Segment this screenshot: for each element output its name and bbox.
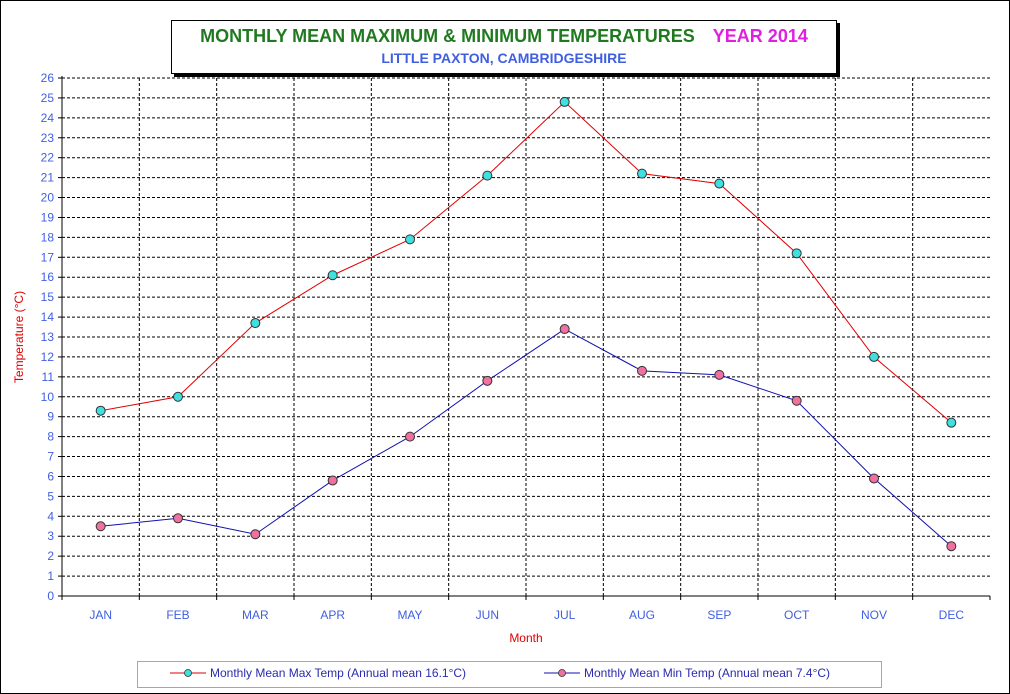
y-tick-label: 19 xyxy=(41,210,55,224)
data-point-max xyxy=(95,405,106,416)
axes xyxy=(58,76,991,600)
y-tick-label: 18 xyxy=(41,230,55,244)
data-point-max xyxy=(714,178,725,189)
legend-item-min: Monthly Mean Min Temp (Annual mean 7.4°C… xyxy=(544,666,830,680)
y-tick-label: 2 xyxy=(47,549,54,563)
x-tick-label: JUL xyxy=(554,608,576,622)
y-tick-label: 12 xyxy=(41,350,55,364)
data-point-min xyxy=(559,324,570,335)
data-point-max xyxy=(559,96,570,107)
x-tick-labels: JAN FEB MAR APR MAY JUN JUL AUG SEP OCT NOV DEC xyxy=(89,608,964,622)
data-point-min xyxy=(173,513,183,524)
y-tick-label: 6 xyxy=(47,469,54,483)
x-tick-label: DEC xyxy=(939,608,965,622)
x-tick-label: JUN xyxy=(476,608,499,622)
data-point-min xyxy=(482,375,493,386)
y-tick-label: 0 xyxy=(47,589,54,603)
data-point-max xyxy=(250,318,261,329)
chart-year: YEAR 2014 xyxy=(712,26,808,46)
legend-swatch-max xyxy=(170,669,206,677)
title-line: MONTHLY MEAN MAXIMUM & MINIMUM TEMPERATU… xyxy=(172,26,836,47)
x-tick-label: FEB xyxy=(166,608,189,622)
x-axis-label: Month xyxy=(509,631,542,645)
y-tick-label: 25 xyxy=(41,91,55,105)
grid-lines xyxy=(62,77,990,596)
x-tick-label: JAN xyxy=(89,608,112,622)
chart-title: MONTHLY MEAN MAXIMUM & MINIMUM TEMPERATU… xyxy=(200,26,695,46)
chart-subtitle: LITTLE PAXTON, CAMBRIDGESHIRE xyxy=(381,50,627,66)
x-tick-label: SEP xyxy=(707,608,731,622)
y-tick-labels: 0123456789101112131415161718192021222324… xyxy=(41,71,55,603)
data-point-max xyxy=(791,248,802,259)
data-point-min xyxy=(95,521,106,532)
x-tick-label: MAR xyxy=(242,608,269,622)
y-tick-label: 14 xyxy=(41,310,55,324)
y-tick-label: 5 xyxy=(47,489,54,503)
x-tick-label: MAY xyxy=(397,608,422,622)
data-point-max xyxy=(482,170,493,181)
legend-item-max: Monthly Mean Max Temp (Annual mean 16.1°… xyxy=(170,666,466,680)
y-tick-label: 9 xyxy=(47,410,54,424)
x-tick-label: AUG xyxy=(629,608,655,622)
data-point-min xyxy=(405,431,415,442)
y-tick-label: 24 xyxy=(41,111,55,125)
data-point-min xyxy=(869,473,879,484)
data-point-max xyxy=(405,234,415,245)
data-point-max xyxy=(869,351,879,362)
y-tick-label: 20 xyxy=(41,191,55,205)
legend-swatch-min xyxy=(544,669,580,677)
data-point-max xyxy=(173,391,183,402)
x-tick-label: NOV xyxy=(861,608,887,622)
y-tick-label: 17 xyxy=(41,250,55,264)
legend: Monthly Mean Max Temp (Annual mean 16.1°… xyxy=(137,661,882,688)
y-tick-label: 4 xyxy=(47,509,54,523)
y-tick-label: 23 xyxy=(41,131,55,145)
y-tick-label: 13 xyxy=(41,330,55,344)
legend-label-max: Monthly Mean Max Temp (Annual mean 16.1°… xyxy=(210,666,467,680)
y-tick-label: 15 xyxy=(41,290,55,304)
data-point-min xyxy=(714,369,725,380)
y-axis-label: Temperature (°C) xyxy=(12,291,26,383)
legend-label-min: Monthly Mean Min Temp (Annual mean 7.4°C… xyxy=(584,666,831,680)
data-point-min xyxy=(327,475,338,486)
series-line-min xyxy=(100,328,952,547)
data-point-max xyxy=(327,270,338,281)
y-tick-label: 8 xyxy=(47,430,54,444)
data-point-min xyxy=(946,541,957,552)
data-point-min xyxy=(637,365,647,376)
y-tick-label: 3 xyxy=(47,529,54,543)
y-tick-label: 10 xyxy=(41,390,55,404)
y-tick-label: 21 xyxy=(41,171,55,185)
data-point-min xyxy=(791,395,802,406)
series-line-max xyxy=(100,101,952,424)
series xyxy=(95,96,957,552)
y-tick-label: 1 xyxy=(47,569,54,583)
y-tick-label: 16 xyxy=(41,270,55,284)
data-point-min xyxy=(250,529,261,540)
data-point-max xyxy=(946,417,957,428)
y-tick-label: 7 xyxy=(47,450,54,464)
chart-title-box: MONTHLY MEAN MAXIMUM & MINIMUM TEMPERATU… xyxy=(171,20,837,74)
x-tick-label: OCT xyxy=(784,608,810,622)
y-tick-label: 26 xyxy=(41,71,55,85)
x-tick-label: APR xyxy=(320,608,345,622)
y-tick-label: 11 xyxy=(42,370,55,384)
y-tick-label: 22 xyxy=(41,151,55,165)
data-point-max xyxy=(637,168,647,179)
